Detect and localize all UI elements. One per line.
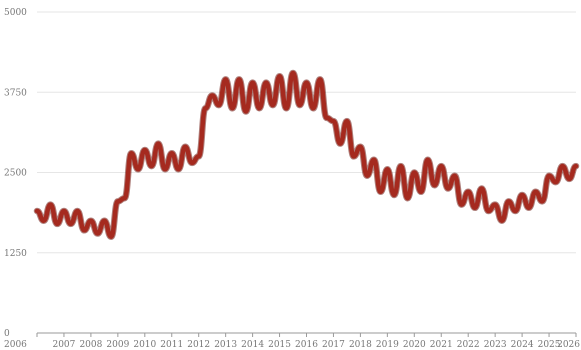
x-tick-label: 2011 [160,340,183,350]
x-tick-label: 2016 [295,340,318,350]
x-tick-label: 2006 [4,340,27,350]
x-tick-label: 2023 [484,340,507,350]
x-tick-label: 2022 [457,340,480,350]
x-tick-label: 2008 [79,340,102,350]
x-tick-label: 2012 [187,340,210,350]
x-tick-label: 2020 [403,340,426,350]
x-tick-label: 2019 [376,340,399,350]
tick-labels: 0 1250 2500 3750 5000 2006 2007 2008 2009 2010 201… [4,8,580,350]
y-tick-label: 2500 [4,169,27,179]
series-layer [33,69,580,240]
y-tick-label: 1250 [4,249,27,259]
x-tick-label: 2017 [322,340,345,350]
axes [36,332,577,337]
y-tick-label: 0 [4,329,10,339]
x-tick-label: 2007 [52,340,75,350]
x-tick-label: 2014 [241,340,264,350]
x-tick-label: 2024 [511,340,534,350]
x-tick-label: 2021 [430,340,453,350]
x-tick-label: 2018 [349,340,372,350]
x-tick-label: 2009 [106,340,129,350]
y-tick-label: 5000 [4,8,27,18]
x-tick-label: 2013 [214,340,237,350]
x-tick-label: 2015 [268,340,291,350]
x-tick-label: 2025 [538,340,561,350]
x-tick-label: 2026 [557,340,580,350]
x-tick-label: 2010 [133,340,156,350]
y-tick-label: 3750 [4,88,27,98]
series-line-shadow [33,69,580,240]
